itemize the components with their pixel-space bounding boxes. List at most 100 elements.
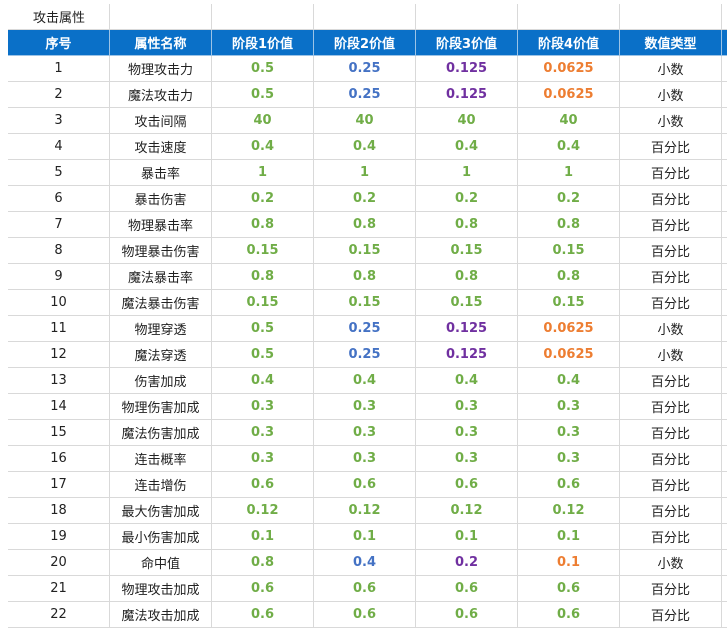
value-cell: 0.12	[518, 498, 620, 524]
text-cell: 物理穿透	[110, 316, 212, 342]
value-cell: 0.2	[416, 550, 518, 576]
value-cell: 0.5	[212, 342, 314, 368]
value-cell: 0.4	[314, 368, 416, 394]
text-cell: 14	[8, 394, 110, 420]
value-cell: 0.25	[314, 316, 416, 342]
value-cell: 0.6	[416, 472, 518, 498]
value-cell: 0.3	[212, 420, 314, 446]
empty-cell	[314, 4, 416, 30]
empty-cell	[722, 134, 727, 160]
text-cell: 百分比	[620, 160, 722, 186]
value-cell: 0.3	[314, 394, 416, 420]
empty-cell	[722, 238, 727, 264]
text-cell: 9	[8, 264, 110, 290]
text-cell: 小数	[620, 342, 722, 368]
value-cell: 0.5	[212, 316, 314, 342]
text-cell: 百分比	[620, 212, 722, 238]
text-cell: 百分比	[620, 602, 722, 628]
text-cell: 攻击速度	[110, 134, 212, 160]
text-cell: 物理攻击加成	[110, 576, 212, 602]
value-cell: 0.8	[212, 550, 314, 576]
value-cell: 0.15	[518, 238, 620, 264]
text-cell: 伤害加成	[110, 368, 212, 394]
value-cell: 0.1	[416, 524, 518, 550]
text-cell: 暴击率	[110, 160, 212, 186]
header-cell: 阶段3价值	[416, 30, 518, 56]
value-cell: 0.5	[212, 82, 314, 108]
value-cell: 0.15	[212, 290, 314, 316]
text-cell: 13	[8, 368, 110, 394]
value-cell: 0.1	[314, 524, 416, 550]
value-cell: 0.25	[314, 56, 416, 82]
empty-cell	[722, 524, 727, 550]
value-cell: 0.0625	[518, 82, 620, 108]
value-cell: 0.4	[314, 134, 416, 160]
text-cell: 物理伤害加成	[110, 394, 212, 420]
value-cell: 0.6	[314, 602, 416, 628]
header-cell: 阶段2价值	[314, 30, 416, 56]
empty-cell	[416, 4, 518, 30]
value-cell: 0.6	[416, 602, 518, 628]
text-cell: 小数	[620, 316, 722, 342]
value-cell: 0.6	[212, 602, 314, 628]
value-cell: 0.125	[416, 342, 518, 368]
empty-cell	[722, 498, 727, 524]
text-cell: 物理暴击伤害	[110, 238, 212, 264]
text-cell: 11	[8, 316, 110, 342]
empty-cell	[722, 342, 727, 368]
header-cell: 序号	[8, 30, 110, 56]
empty-cell	[722, 264, 727, 290]
value-cell: 0.12	[416, 498, 518, 524]
value-cell: 0.3	[314, 446, 416, 472]
value-cell: 0.6	[416, 576, 518, 602]
value-cell: 0.1	[212, 524, 314, 550]
value-cell: 0.3	[416, 420, 518, 446]
value-cell: 1	[212, 160, 314, 186]
value-cell: 0.8	[416, 264, 518, 290]
value-cell: 0.3	[518, 420, 620, 446]
text-cell: 8	[8, 238, 110, 264]
empty-cell	[722, 550, 727, 576]
value-cell: 0.8	[518, 264, 620, 290]
value-cell: 0.4	[518, 368, 620, 394]
text-cell: 18	[8, 498, 110, 524]
empty-cell	[722, 56, 727, 82]
value-cell: 0.15	[212, 238, 314, 264]
empty-cell	[722, 394, 727, 420]
empty-cell	[722, 160, 727, 186]
text-cell: 百分比	[620, 498, 722, 524]
text-cell: 小数	[620, 550, 722, 576]
text-cell: 3	[8, 108, 110, 134]
value-cell: 0.15	[416, 238, 518, 264]
text-cell: 百分比	[620, 576, 722, 602]
value-cell: 0.12	[212, 498, 314, 524]
empty-cell	[722, 212, 727, 238]
value-cell: 1	[314, 160, 416, 186]
text-cell: 5	[8, 160, 110, 186]
value-cell: 0.0625	[518, 342, 620, 368]
value-cell: 0.3	[518, 446, 620, 472]
text-cell: 21	[8, 576, 110, 602]
header-cell: 属性名称	[110, 30, 212, 56]
value-cell: 0.6	[212, 576, 314, 602]
text-cell: 6	[8, 186, 110, 212]
text-cell: 魔法攻击加成	[110, 602, 212, 628]
text-cell: 7	[8, 212, 110, 238]
value-cell: 0.15	[416, 290, 518, 316]
value-cell: 0.25	[314, 342, 416, 368]
value-cell: 0.125	[416, 316, 518, 342]
empty-cell	[722, 290, 727, 316]
header-cell: 数值类型	[620, 30, 722, 56]
value-cell: 0.4	[518, 134, 620, 160]
text-cell: 魔法暴击率	[110, 264, 212, 290]
value-cell: 40	[212, 108, 314, 134]
empty-cell	[212, 4, 314, 30]
empty-cell	[110, 4, 212, 30]
value-cell: 0.8	[212, 264, 314, 290]
text-cell: 连击增伤	[110, 472, 212, 498]
value-cell: 0.3	[518, 394, 620, 420]
text-cell: 百分比	[620, 290, 722, 316]
text-cell: 百分比	[620, 264, 722, 290]
value-cell: 0.8	[416, 212, 518, 238]
value-cell: 0.2	[416, 186, 518, 212]
